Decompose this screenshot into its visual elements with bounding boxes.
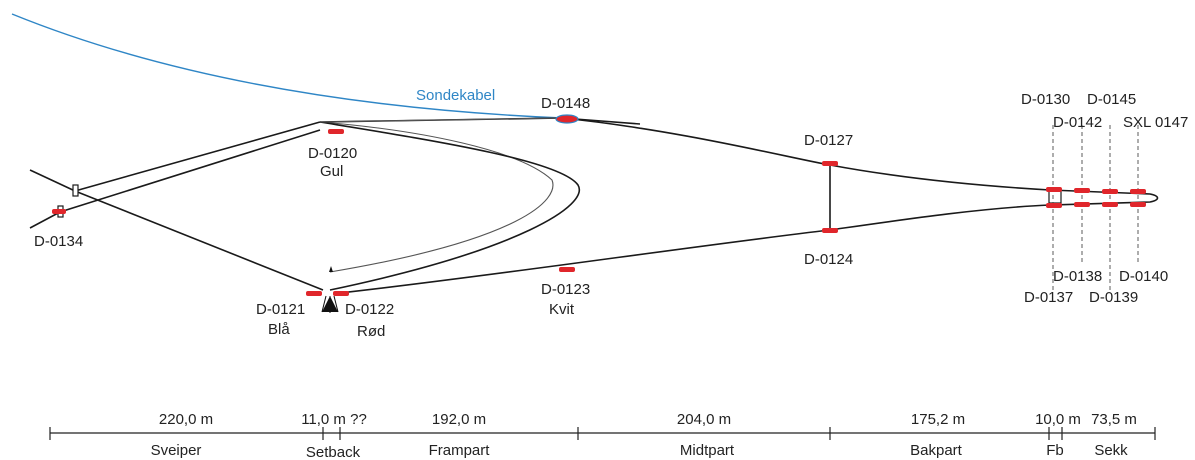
section-length-setback: 11,0 m ??	[301, 411, 367, 428]
section-length-midtpart: 204,0 m	[677, 411, 731, 428]
sensor-label-0121: D-0121	[256, 301, 305, 318]
sensor-name-0122: Rød	[357, 323, 385, 340]
sensor-label-0130: D-0130	[1021, 91, 1070, 108]
sensor-mark-0148	[556, 115, 578, 123]
sensor-mark-0145	[1102, 189, 1118, 194]
sensor-mark-0122	[333, 291, 349, 296]
upper-bridle	[319, 117, 561, 123]
upper-body	[561, 117, 1051, 191]
sensor-mark-0134	[52, 209, 66, 214]
cable-label: Sondekabel	[416, 87, 495, 104]
section-length-sekk: 73,5 m	[1091, 411, 1137, 428]
sensor-label-0134: D-0134	[34, 233, 83, 250]
section-length-fb: 10,0 m	[1035, 411, 1081, 428]
lower-body	[339, 204, 1051, 294]
sensor-label-0139: D-0139	[1089, 289, 1138, 306]
sensor-label-0122: D-0122	[345, 301, 394, 318]
section-name-fb: Fb	[1046, 442, 1064, 459]
outer-wing-upper	[319, 121, 581, 291]
codend	[1049, 189, 1159, 206]
section-length-frampart: 192,0 m	[432, 411, 486, 428]
sensor-label-0147: SXL 0147	[1123, 114, 1188, 131]
sensor-name-0123: Kvit	[549, 301, 575, 318]
sensor-mark-0127	[822, 161, 838, 166]
codend-ring	[1048, 190, 1062, 204]
upper-sweep	[74, 121, 321, 192]
sensor-label-0145: D-0145	[1087, 91, 1136, 108]
scale-bar	[49, 427, 1156, 440]
sensor-ring-0148	[555, 114, 579, 124]
sensor-mark-0121	[306, 291, 322, 296]
sensor-name-0121: Blå	[268, 321, 290, 338]
sensor-label-0142: D-0142	[1053, 114, 1102, 131]
sensor-label-0124: D-0124	[804, 251, 853, 268]
sensor-mark-0142	[1074, 188, 1090, 193]
sensor-name-0120: Gul	[320, 163, 343, 180]
sensor-label-0120: D-0120	[308, 145, 357, 162]
section-length-bakpart: 175,2 m	[911, 411, 965, 428]
sensor-mark-0139	[1102, 202, 1118, 207]
section-name-bakpart: Bakpart	[910, 442, 963, 459]
sensor-mark-0123	[559, 267, 575, 272]
section-name-sveiper: Sveiper	[151, 442, 202, 459]
left-tow-upper	[29, 169, 76, 192]
section-name-frampart: Frampart	[429, 442, 491, 459]
sensor-label-0140: D-0140	[1119, 268, 1168, 285]
sensor-label-0138: D-0138	[1053, 268, 1102, 285]
lower-sweep	[74, 190, 324, 291]
left-door-upper	[72, 184, 79, 197]
inner-wing-upper	[319, 121, 554, 273]
sensor-mark-0130	[1046, 187, 1062, 192]
sensor-label-0123: D-0123	[541, 281, 590, 298]
sensor-label-0148: D-0148	[541, 95, 590, 112]
sensor-mark-0120	[328, 129, 344, 134]
section-length-sveiper: 220,0 m	[159, 411, 213, 428]
sensor-mark-0147	[1130, 189, 1146, 194]
sensor-label-0137: D-0137	[1024, 289, 1073, 306]
sonde-cable	[11, 13, 563, 119]
section-name-sekk: Sekk	[1094, 442, 1128, 459]
sensor-label-0127: D-0127	[804, 132, 853, 149]
sensor-mark-0140	[1130, 202, 1146, 207]
section-name-midtpart: Midtpart	[680, 442, 735, 459]
sensor-mark-0137	[1046, 203, 1062, 208]
sensor-mark-0138	[1074, 202, 1090, 207]
sensor-mark-0124	[822, 228, 838, 233]
left-tow-lower	[29, 129, 321, 229]
footrope-weights	[321, 266, 339, 313]
section-name-setback: Setback	[306, 444, 361, 460]
